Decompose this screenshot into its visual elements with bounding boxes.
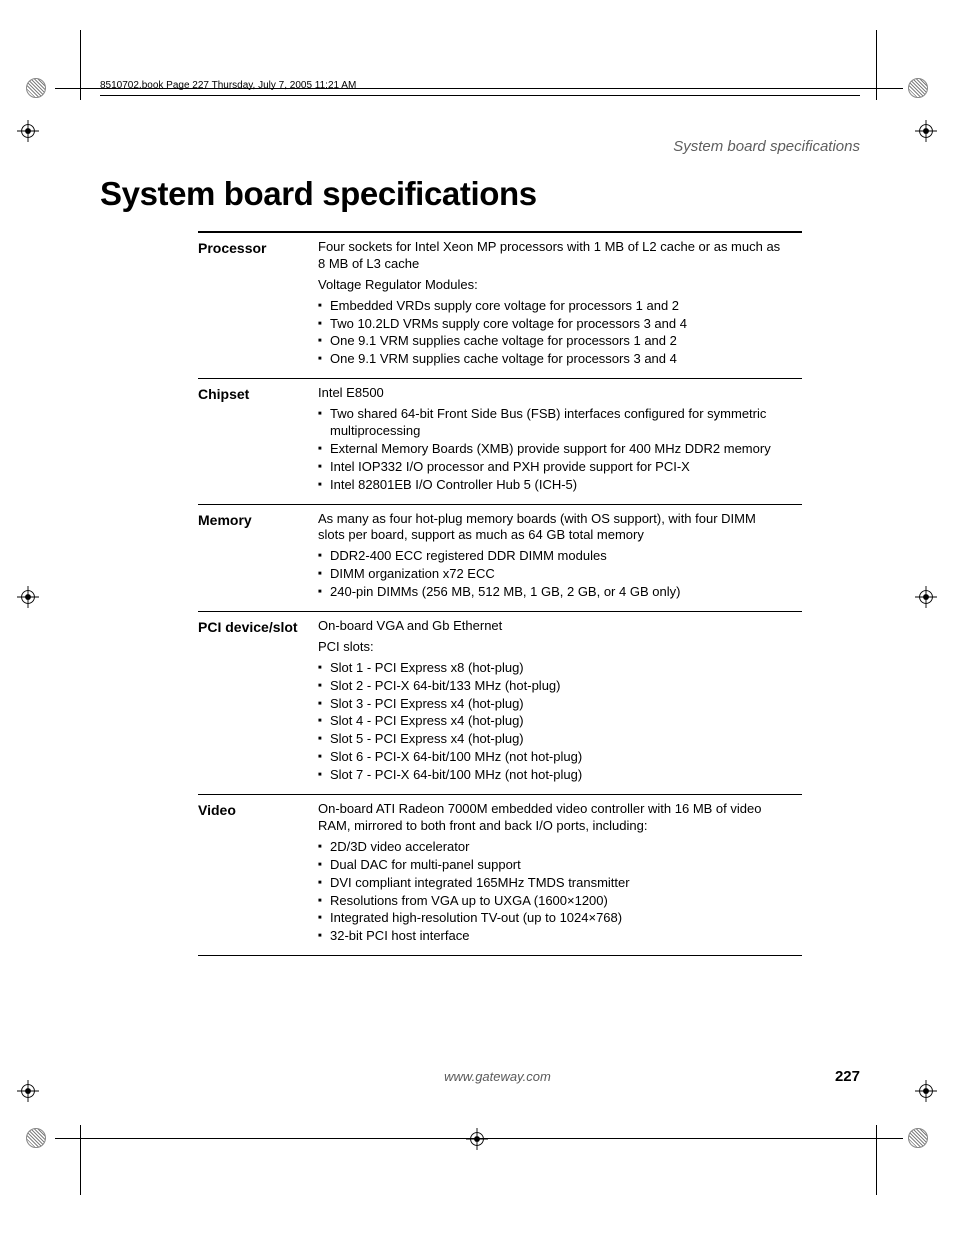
spec-label: PCI device/slot [198,618,318,786]
crop-line [80,30,81,100]
spec-bullet-list: 2D/3D video acceleratorDual DAC for mult… [318,839,784,945]
spec-label: Chipset [198,385,318,495]
spec-bullet: DVI compliant integrated 165MHz TMDS tra… [318,875,784,892]
spec-row: ChipsetIntel E8500 Two shared 64-bit Fron… [198,379,802,504]
spec-bullet: Slot 5 - PCI Express x4 (hot-plug) [318,731,784,748]
registration-mark-icon [915,120,937,142]
spec-label: Video [198,801,318,947]
spec-bullet: DIMM organization x72 ECC [318,566,784,583]
spec-bullet: 240-pin DIMMs (256 MB, 512 MB, 1 GB, 2 G… [318,584,784,601]
spec-bullet: Slot 6 - PCI-X 64-bit/100 MHz (not hot-p… [318,749,784,766]
spec-bullet: Resolutions from VGA up to UXGA (1600×12… [318,893,784,910]
spec-paragraph: Four sockets for Intel Xeon MP processor… [318,239,784,273]
registration-mark-icon [17,586,39,608]
spec-row: PCI device/slotOn-board VGA and Gb Ether… [198,612,802,795]
spec-table: ProcessorFour sockets for Intel Xeon MP … [198,231,802,956]
registration-mark-icon [17,1080,39,1102]
spec-bullet: Two shared 64-bit Front Side Bus (FSB) i… [318,406,784,440]
page-title: System board specifications [100,175,860,213]
spec-bullet: Slot 7 - PCI-X 64-bit/100 MHz (not hot-p… [318,767,784,784]
crop-ball-icon [908,1128,928,1148]
spec-bullet: 2D/3D video accelerator [318,839,784,856]
spec-label: Processor [198,239,318,370]
spec-bullet-list: DDR2-400 ECC registered DDR DIMM modules… [318,548,784,601]
crop-line [876,30,877,100]
spec-bullet: Slot 2 - PCI-X 64-bit/133 MHz (hot-plug) [318,678,784,695]
registration-mark-icon [17,120,39,142]
spec-body: As many as four hot-plug memory boards (… [318,511,802,603]
spec-bullet: DDR2-400 ECC registered DDR DIMM modules [318,548,784,565]
crop-line [80,1125,81,1195]
spec-bullet: Embedded VRDs supply core voltage for pr… [318,298,784,315]
page-footer: www.gateway.com 227 [100,1068,860,1085]
spec-label: Memory [198,511,318,603]
spec-paragraph: On-board VGA and Gb Ethernet [318,618,784,635]
spec-bullet: Slot 3 - PCI Express x4 (hot-plug) [318,696,784,713]
spec-row: VideoOn-board ATI Radeon 7000M embedded … [198,795,802,956]
spec-paragraph: On-board ATI Radeon 7000M embedded video… [318,801,784,835]
spec-bullet-list: Slot 1 - PCI Express x8 (hot-plug)Slot 2… [318,660,784,784]
spec-bullet: One 9.1 VRM supplies cache voltage for p… [318,333,784,350]
spec-bullet: Slot 4 - PCI Express x4 (hot-plug) [318,713,784,730]
spec-body: Intel E8500 Two shared 64-bit Front Side … [318,385,802,495]
spec-bullet: Two 10.2LD VRMs supply core voltage for … [318,316,784,333]
spec-bullet: Slot 1 - PCI Express x8 (hot-plug) [318,660,784,677]
spec-paragraph: Voltage Regulator Modules: [318,277,784,294]
spec-bullet: 32-bit PCI host interface [318,928,784,945]
spec-row: MemoryAs many as four hot-plug memory bo… [198,505,802,612]
crop-line [876,1125,877,1195]
spec-bullet: Intel 82801EB I/O Controller Hub 5 (ICH-… [318,477,784,494]
spec-bullet: External Memory Boards (XMB) provide sup… [318,441,784,458]
registration-mark-icon [915,586,937,608]
crop-ball-icon [908,78,928,98]
spec-paragraph: As many as four hot-plug memory boards (… [318,511,784,545]
spec-bullet-list: Two shared 64-bit Front Side Bus (FSB) i… [318,406,784,493]
page-number: 227 [835,1068,860,1085]
spec-paragraph: PCI slots: [318,639,784,656]
spec-paragraph: Intel E8500 [318,385,784,402]
spec-bullet-list: Embedded VRDs supply core voltage for pr… [318,298,784,369]
crop-ball-icon [26,78,46,98]
crop-ball-icon [26,1128,46,1148]
registration-mark-icon [466,1128,488,1150]
running-head: System board specifications [100,138,860,155]
spec-bullet: Dual DAC for multi-panel support [318,857,784,874]
spec-body: On-board ATI Radeon 7000M embedded video… [318,801,802,947]
book-tag: 8510702.book Page 227 Thursday, July 7, … [100,80,860,96]
spec-body: On-board VGA and Gb Ethernet PCI slots: Sl… [318,618,802,786]
crop-line [55,1138,903,1139]
page-content: 8510702.book Page 227 Thursday, July 7, … [100,80,860,956]
spec-body: Four sockets for Intel Xeon MP processor… [318,239,802,370]
registration-mark-icon [915,1080,937,1102]
spec-bullet: Integrated high-resolution TV-out (up to… [318,910,784,927]
spec-bullet: Intel IOP332 I/O processor and PXH provi… [318,459,784,476]
footer-url: www.gateway.com [160,1069,835,1084]
spec-bullet: One 9.1 VRM supplies cache voltage for p… [318,351,784,368]
spec-row: ProcessorFour sockets for Intel Xeon MP … [198,233,802,379]
